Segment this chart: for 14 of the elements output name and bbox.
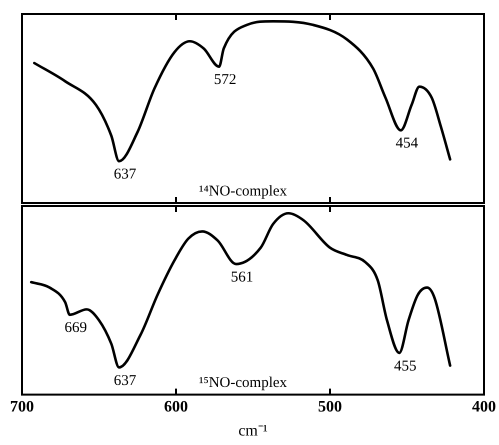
annotation: 454 [396,136,419,152]
annotation: 637 [114,372,137,389]
annotation: 637 [114,166,137,183]
annotation: 669 [64,320,87,336]
x-tick-label: 600 [164,398,188,416]
annotation: 572 [214,72,236,88]
x-axis-title: cm⁻¹ [238,422,268,440]
annotation: ¹⁵NO-complex [198,375,288,392]
annotation: 561 [230,269,254,286]
x-tick-label: 400 [472,398,496,416]
x-tick-label: 500 [318,398,342,416]
annotation: ¹⁴NO-complex [198,183,288,200]
x-tick-label: 700 [10,398,34,416]
annotation: 455 [394,358,417,374]
